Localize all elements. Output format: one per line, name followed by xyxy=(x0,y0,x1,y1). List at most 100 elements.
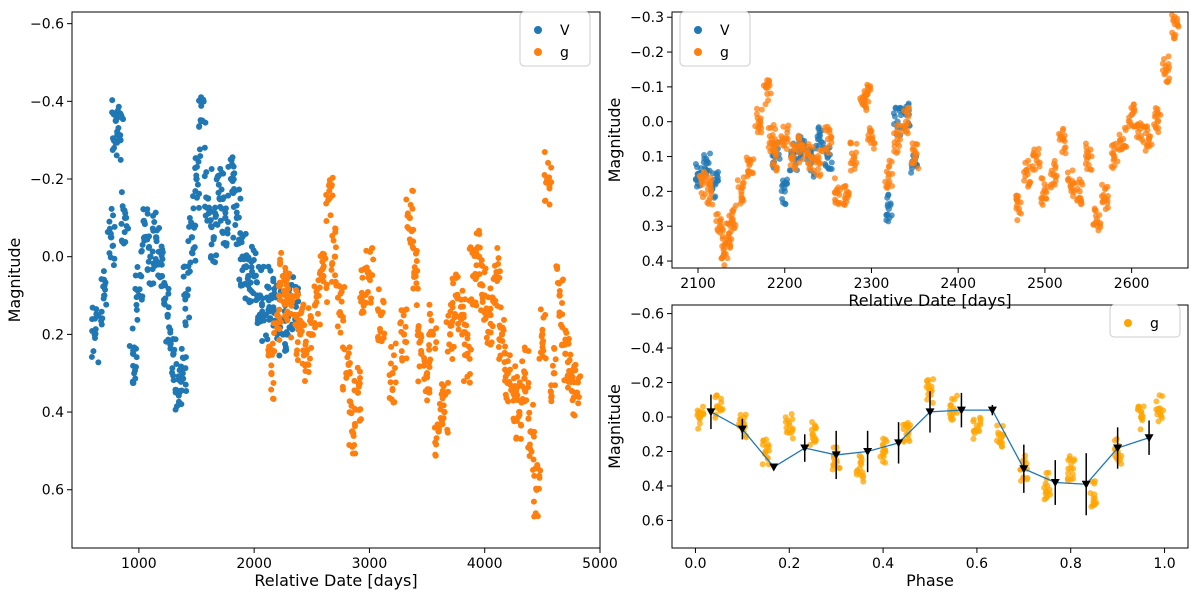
data-point xyxy=(442,392,449,399)
data-point xyxy=(352,405,359,412)
data-point xyxy=(172,406,179,413)
data-point xyxy=(277,261,284,268)
data-point xyxy=(481,316,488,323)
data-point xyxy=(346,344,353,351)
data-point xyxy=(187,259,194,266)
x-tick-label: 0.8 xyxy=(1060,556,1082,572)
binned-marker xyxy=(925,408,935,417)
data-point xyxy=(102,286,109,293)
data-point xyxy=(805,141,812,148)
data-point xyxy=(289,298,296,305)
binned-marker xyxy=(1050,479,1060,488)
data-point xyxy=(744,157,751,164)
data-point xyxy=(813,157,820,164)
y-tick-label: −0.2 xyxy=(630,45,664,61)
data-point xyxy=(175,398,182,405)
data-point xyxy=(144,210,151,217)
data-point xyxy=(707,150,714,157)
data-point xyxy=(1153,398,1160,405)
data-point xyxy=(305,330,312,337)
data-point xyxy=(825,150,832,157)
data-point xyxy=(1045,469,1052,476)
data-point xyxy=(276,279,283,286)
data-point xyxy=(265,284,272,291)
data-point xyxy=(464,373,471,380)
data-point xyxy=(232,221,239,228)
data-point xyxy=(884,184,891,191)
x-axis-label: Relative Date [days] xyxy=(848,291,1011,310)
data-point xyxy=(853,471,860,478)
data-point xyxy=(705,160,712,167)
data-point xyxy=(1139,417,1146,424)
data-point xyxy=(399,355,406,362)
data-point xyxy=(95,359,102,366)
data-point xyxy=(1096,212,1103,219)
data-point xyxy=(329,192,336,199)
data-point xyxy=(506,366,513,373)
data-point xyxy=(1039,201,1046,208)
data-point xyxy=(132,272,139,279)
data-point xyxy=(260,312,267,319)
data-point xyxy=(270,379,277,386)
data-point xyxy=(577,373,584,380)
data-point xyxy=(180,273,187,280)
data-point xyxy=(282,264,289,271)
data-point xyxy=(822,145,829,152)
data-point xyxy=(816,131,823,138)
legend-box xyxy=(1109,304,1181,338)
data-point xyxy=(1066,453,1073,460)
data-point xyxy=(771,143,778,150)
data-point xyxy=(159,249,166,256)
data-point xyxy=(886,157,893,164)
data-point xyxy=(695,425,702,432)
data-point xyxy=(1164,79,1171,86)
data-point xyxy=(1084,154,1091,161)
data-point xyxy=(789,425,796,432)
data-point xyxy=(1041,181,1048,188)
data-point xyxy=(467,244,474,251)
data-point xyxy=(865,136,872,143)
data-point xyxy=(311,302,318,309)
data-point xyxy=(487,341,494,348)
data-point xyxy=(196,146,203,153)
data-point xyxy=(248,298,255,305)
data-point xyxy=(89,328,96,335)
data-point xyxy=(530,401,537,408)
data-point xyxy=(144,206,151,213)
data-point xyxy=(455,320,462,327)
data-point xyxy=(692,176,699,183)
data-point xyxy=(908,169,915,176)
data-point xyxy=(170,372,177,379)
data-point xyxy=(1016,209,1023,216)
data-point xyxy=(358,267,365,274)
data-point xyxy=(294,357,301,364)
data-point xyxy=(461,352,468,359)
data-point xyxy=(713,211,720,218)
data-point xyxy=(891,113,898,120)
data-point xyxy=(541,172,548,179)
data-point xyxy=(727,223,734,230)
data-point xyxy=(237,195,244,202)
data-point xyxy=(808,154,815,161)
data-point xyxy=(117,156,124,163)
data-point xyxy=(1035,151,1042,158)
data-point xyxy=(714,227,721,234)
data-point xyxy=(494,244,501,251)
data-point xyxy=(415,378,422,385)
data-point xyxy=(1113,436,1120,443)
x-tick-label: 3000 xyxy=(352,556,388,572)
data-point xyxy=(552,356,559,363)
binned-marker xyxy=(956,406,966,415)
data-point xyxy=(1098,193,1105,200)
data-point xyxy=(225,192,232,199)
data-point xyxy=(861,93,868,100)
data-point xyxy=(427,310,434,317)
data-point xyxy=(380,297,387,304)
data-point xyxy=(153,235,160,242)
data-point xyxy=(366,277,373,284)
data-point xyxy=(994,422,1001,429)
data-point xyxy=(909,140,916,147)
data-point xyxy=(324,299,331,306)
data-point xyxy=(203,194,210,201)
data-point xyxy=(170,351,177,358)
